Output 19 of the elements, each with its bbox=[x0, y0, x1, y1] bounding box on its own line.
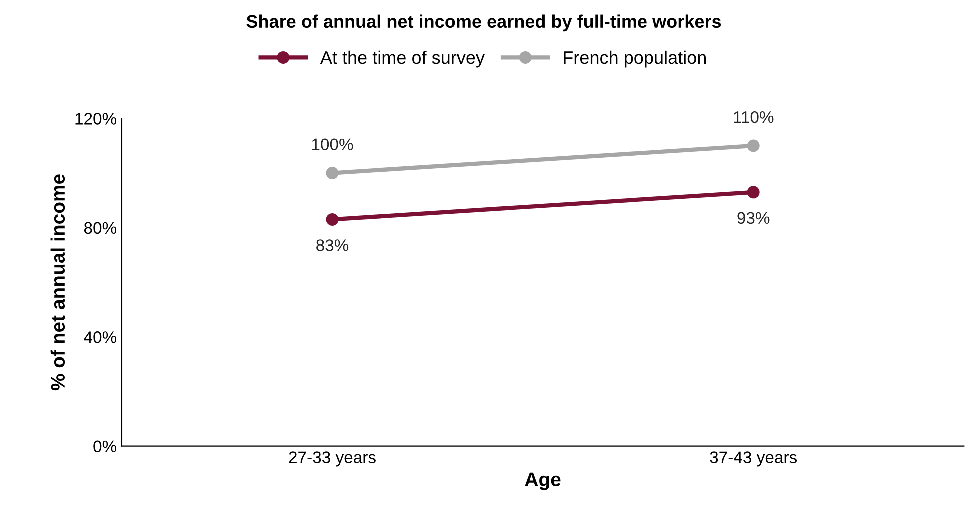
y-tick-label: 80% bbox=[84, 222, 117, 234]
data-label: 110% bbox=[734, 111, 774, 124]
x-tick-label: 27-33 years bbox=[289, 452, 376, 467]
data-label: 83% bbox=[316, 240, 349, 252]
y-tick-label: 120% bbox=[76, 113, 117, 125]
data-label: 100% bbox=[312, 138, 354, 151]
y-tick-label: 40% bbox=[84, 332, 117, 344]
point bbox=[326, 167, 339, 180]
y-axis-title: % of net annual income bbox=[50, 174, 66, 391]
y-tick-label: 0% bbox=[94, 440, 117, 453]
chart-title: Share of annual net income earned by full-time workers bbox=[246, 14, 722, 32]
legend-label: At the time of survey bbox=[320, 50, 485, 68]
point bbox=[747, 140, 760, 152]
point bbox=[747, 186, 760, 199]
data-label: 93% bbox=[738, 212, 770, 224]
point bbox=[326, 213, 339, 226]
legend-label: French population bbox=[564, 50, 706, 68]
x-tick-label: 37-43 years bbox=[710, 452, 797, 467]
x-axis-title: Age bbox=[525, 472, 561, 490]
